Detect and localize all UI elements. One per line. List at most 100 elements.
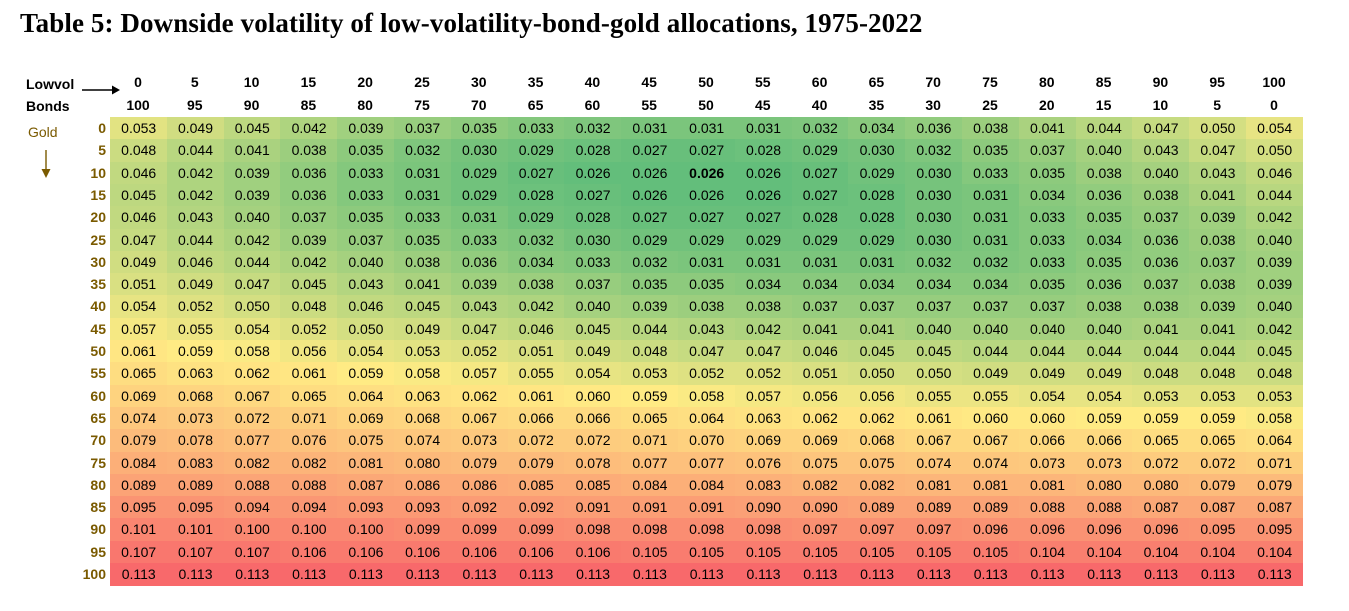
heatmap-cell: 0.049 xyxy=(564,340,622,363)
heatmap-cell: 0.069 xyxy=(791,429,849,452)
heatmap-cell: 0.056 xyxy=(280,340,338,363)
heatmap-cell: 0.054 xyxy=(337,340,395,363)
heatmap-cell: 0.029 xyxy=(848,228,906,252)
heatmap-cell: 0.101 xyxy=(110,518,168,542)
heatmap-cell: 0.034 xyxy=(507,250,565,274)
heatmap-cell: 0.050 xyxy=(1189,117,1247,140)
heatmap-cell: 0.088 xyxy=(1075,496,1133,519)
heatmap-cell: 0.106 xyxy=(564,540,622,564)
heatmap-cell: 0.083 xyxy=(166,451,225,475)
heatmap-cell: 0.040 xyxy=(337,250,395,274)
heatmap-cell: 0.036 xyxy=(1132,250,1190,274)
arrow-right-icon xyxy=(82,85,120,95)
heatmap-cell: 0.035 xyxy=(394,228,452,252)
heatmap-cell: 0.033 xyxy=(394,206,452,229)
heatmap-cell: 0.046 xyxy=(1246,161,1304,185)
heatmap-cell: 0.079 xyxy=(1189,473,1247,497)
heatmap-cell: 0.105 xyxy=(621,540,679,564)
heatmap-cell: 0.054 xyxy=(1018,384,1077,408)
heatmap-cell: 0.113 xyxy=(678,563,736,586)
gold-row-header: 80 xyxy=(90,476,106,493)
heatmap-cell: 0.033 xyxy=(962,161,1020,185)
heatmap-cell: 0.093 xyxy=(394,496,452,519)
heatmap-cell: 0.031 xyxy=(734,117,793,140)
heatmap-cell: 0.100 xyxy=(223,518,281,542)
heatmap-cell: 0.038 xyxy=(1132,183,1190,207)
heatmap-cell: 0.037 xyxy=(337,228,395,252)
heatmap-cell: 0.048 xyxy=(621,340,679,363)
heatmap-cell: 0.081 xyxy=(905,473,963,497)
bonds-header: 25 xyxy=(982,97,998,113)
heatmap-cell: 0.091 xyxy=(678,496,736,519)
heatmap-cell: 0.081 xyxy=(1018,473,1077,497)
gold-row-header: 60 xyxy=(90,387,106,404)
heatmap-cell: 0.096 xyxy=(1075,518,1133,542)
heatmap-cell: 0.113 xyxy=(734,563,793,586)
heatmap-cell: 0.113 xyxy=(564,563,622,586)
heatmap-cell: 0.041 xyxy=(1189,183,1247,207)
heatmap-cell: 0.037 xyxy=(564,273,622,296)
heatmap-cell: 0.040 xyxy=(1018,317,1077,341)
lowvol-header: 10 xyxy=(243,74,260,90)
heatmap-cell: 0.072 xyxy=(1189,451,1247,475)
heatmap-cell: 0.098 xyxy=(678,518,736,542)
heatmap-cell: 0.092 xyxy=(507,496,565,519)
heatmap-cell: 0.040 xyxy=(905,317,963,341)
heatmap-cell: 0.113 xyxy=(621,563,679,586)
heatmap-cell: 0.047 xyxy=(450,317,509,341)
bonds-axis-label: Bonds xyxy=(26,98,70,114)
heatmap-cell: 0.053 xyxy=(1246,384,1304,408)
heatmap-cell: 0.031 xyxy=(678,250,736,274)
heatmap-cell: 0.041 xyxy=(791,317,849,341)
heatmap-cell: 0.034 xyxy=(1018,183,1077,207)
bonds-header: 60 xyxy=(584,97,601,113)
heatmap-cell: 0.048 xyxy=(1246,362,1304,386)
heatmap-cell: 0.048 xyxy=(1189,362,1247,386)
heatmap-cell: 0.096 xyxy=(1132,518,1190,542)
heatmap-cell: 0.107 xyxy=(166,540,225,564)
heatmap-cell: 0.063 xyxy=(166,362,225,386)
heatmap-cell: 0.106 xyxy=(337,540,395,564)
heatmap-cell: 0.027 xyxy=(791,183,849,207)
heatmap-cell: 0.065 xyxy=(621,406,679,430)
heatmap-cell: 0.031 xyxy=(394,183,452,207)
bonds-header: 65 xyxy=(527,97,544,113)
heatmap-cell: 0.045 xyxy=(1246,340,1304,363)
heatmap-cell: 0.040 xyxy=(564,295,622,319)
heatmap-cell: 0.066 xyxy=(564,406,622,430)
heatmap-cell: 0.085 xyxy=(564,473,622,497)
heatmap-cell: 0.104 xyxy=(1132,540,1190,564)
heatmap-cell: 0.026 xyxy=(564,161,622,185)
heatmap-cell: 0.052 xyxy=(678,362,736,386)
heatmap-cell: 0.105 xyxy=(962,540,1020,564)
heatmap-cell: 0.050 xyxy=(905,362,963,386)
heatmap-cell: 0.113 xyxy=(1189,563,1247,586)
heatmap-cell: 0.080 xyxy=(1132,473,1190,497)
heatmap-cell: 0.068 xyxy=(848,429,906,452)
gold-row-header: 70 xyxy=(90,432,106,449)
heatmap-cell: 0.055 xyxy=(166,317,225,341)
heatmap-cell: 0.036 xyxy=(1132,228,1190,252)
heatmap-cell: 0.057 xyxy=(734,384,793,408)
heatmap-cell: 0.079 xyxy=(507,451,565,475)
lowvol-header: 35 xyxy=(527,74,544,90)
heatmap-cell: 0.097 xyxy=(791,518,849,542)
gold-row-header: 90 xyxy=(90,521,106,538)
heatmap-cell: 0.027 xyxy=(678,139,736,163)
heatmap-cell: 0.042 xyxy=(1246,317,1304,341)
heatmap-cell: 0.054 xyxy=(564,362,622,386)
heatmap-cell: 0.101 xyxy=(166,518,225,542)
heatmap-cell: 0.084 xyxy=(110,451,168,475)
heatmap-cell: 0.048 xyxy=(280,295,338,319)
heatmap-cell: 0.040 xyxy=(1246,295,1304,319)
heatmap-cell: 0.047 xyxy=(734,340,793,363)
heatmap-cell: 0.073 xyxy=(450,429,509,452)
gold-row-header: 40 xyxy=(90,298,106,315)
heatmap-cell: 0.053 xyxy=(110,117,168,140)
heatmap-cell: 0.105 xyxy=(905,540,963,564)
gold-row-header: 100 xyxy=(82,566,106,582)
heatmap-cell: 0.057 xyxy=(450,362,509,386)
bonds-header: 20 xyxy=(1039,97,1055,113)
gold-row-header: 85 xyxy=(90,499,106,516)
heatmap-cell: 0.045 xyxy=(110,183,168,207)
